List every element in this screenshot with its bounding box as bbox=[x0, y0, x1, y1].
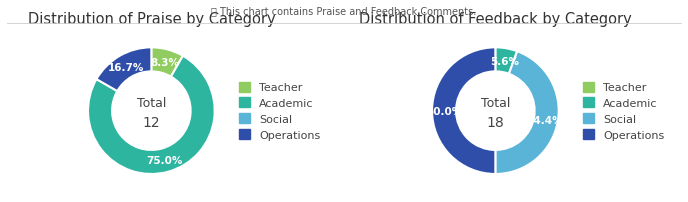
Text: 18: 18 bbox=[486, 116, 504, 129]
Wedge shape bbox=[432, 48, 495, 174]
Text: ⓘ This chart contains Praise and Feedback Comments.: ⓘ This chart contains Praise and Feedbac… bbox=[211, 6, 477, 16]
Wedge shape bbox=[88, 56, 215, 174]
Legend: Teacher, Academic, Social, Operations: Teacher, Academic, Social, Operations bbox=[239, 82, 321, 140]
Title: Distribution of Praise by Category: Distribution of Praise by Category bbox=[28, 12, 275, 27]
Wedge shape bbox=[151, 48, 183, 77]
Text: 5.6%: 5.6% bbox=[490, 57, 519, 66]
Wedge shape bbox=[495, 52, 559, 174]
Text: Total: Total bbox=[137, 96, 166, 109]
Text: Total: Total bbox=[481, 96, 510, 109]
Text: 12: 12 bbox=[142, 116, 160, 129]
Text: 8.3%: 8.3% bbox=[150, 57, 179, 67]
Legend: Teacher, Academic, Social, Operations: Teacher, Academic, Social, Operations bbox=[583, 82, 665, 140]
Text: 44.4%: 44.4% bbox=[527, 115, 563, 125]
Text: 16.7%: 16.7% bbox=[108, 62, 144, 73]
Wedge shape bbox=[96, 48, 151, 92]
Title: Distribution of Feedback by Category: Distribution of Feedback by Category bbox=[359, 12, 632, 27]
Text: 50.0%: 50.0% bbox=[427, 106, 463, 116]
Wedge shape bbox=[495, 48, 517, 74]
Text: 75.0%: 75.0% bbox=[147, 155, 183, 165]
